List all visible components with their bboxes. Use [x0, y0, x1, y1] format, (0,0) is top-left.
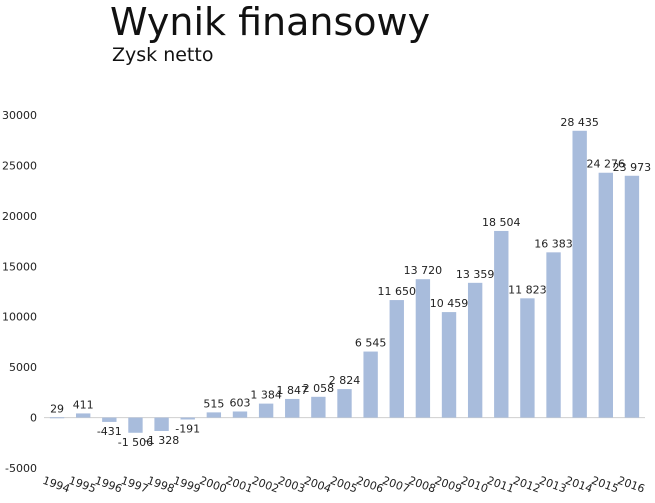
bar-2006 [363, 351, 378, 418]
data-label-2002: 1 384 [250, 389, 282, 402]
data-label-1999: -191 [175, 422, 200, 435]
data-label-2013: 16 383 [534, 237, 573, 250]
data-label-2000: 515 [203, 397, 224, 410]
data-label-2012: 11 823 [508, 283, 547, 296]
y-tick-label: 0 [30, 412, 37, 425]
bar-2000 [206, 412, 222, 418]
y-tick-label: 30000 [2, 109, 37, 122]
data-label-2003: 1 847 [276, 384, 308, 397]
data-label-2015: 24 276 [587, 158, 626, 171]
bars-group [49, 130, 640, 433]
bar-2010 [467, 282, 483, 418]
data-label-2016: 23 973 [613, 161, 652, 174]
y-tick-label: 10000 [2, 311, 37, 324]
bar-2014 [572, 130, 587, 418]
bar-1999 [180, 417, 195, 420]
data-label-2006: 6 545 [355, 337, 387, 350]
bar-2012 [520, 298, 535, 418]
data-label-1997: -1 506 [118, 436, 153, 449]
y-tick-label: -5000 [5, 462, 37, 475]
bar-2015 [598, 172, 613, 418]
bar-2013 [546, 252, 561, 418]
y-tick-label: 25000 [2, 159, 37, 172]
bar-2007 [389, 300, 404, 418]
data-label-2001: 603 [229, 396, 250, 409]
data-label-2014: 28 435 [560, 116, 599, 129]
bar-1994 [49, 417, 65, 419]
x-tick-label-2016: 2016 [616, 474, 647, 496]
data-label-2010: 13 359 [456, 268, 495, 281]
bar-1996 [102, 417, 117, 422]
data-label-1995: 411 [73, 398, 94, 411]
chart-subtitle: Zysk netto [112, 44, 214, 66]
data-label-2004: 2 058 [303, 382, 335, 395]
data-label-2008: 13 720 [404, 264, 443, 277]
bar-2009 [441, 312, 457, 418]
bar-1997 [128, 417, 143, 433]
bar-2008 [415, 279, 431, 418]
data-label-2011: 18 504 [482, 216, 521, 229]
bar-2001 [232, 411, 248, 418]
x-axis: 1994199519961997199819992000200120022003… [41, 474, 647, 496]
bar-1998 [154, 417, 169, 431]
y-tick-label: 15000 [2, 260, 37, 273]
data-label-2007: 11 650 [378, 285, 417, 298]
bar-2005 [337, 389, 352, 418]
data-label-1998: -1 328 [144, 434, 179, 447]
y-tick-label: 20000 [2, 210, 37, 223]
data-label-1996: -431 [97, 425, 122, 438]
data-label-2005: 2 824 [329, 374, 361, 387]
bar-2016 [624, 175, 640, 418]
chart-title: Wynik finansowy [110, 0, 431, 44]
data-label-2009: 10 459 [430, 297, 469, 310]
bar-2004 [311, 396, 326, 418]
bar-1995 [76, 413, 91, 418]
y-tick-label: 5000 [9, 361, 37, 374]
bar-2002 [258, 403, 274, 418]
bar-2011 [494, 230, 509, 418]
data-label-1994: 29 [50, 402, 64, 415]
bar-2003 [285, 398, 300, 418]
y-axis: -5000 0 5000 10000 15000 20000 25000 30000 [2, 109, 645, 475]
